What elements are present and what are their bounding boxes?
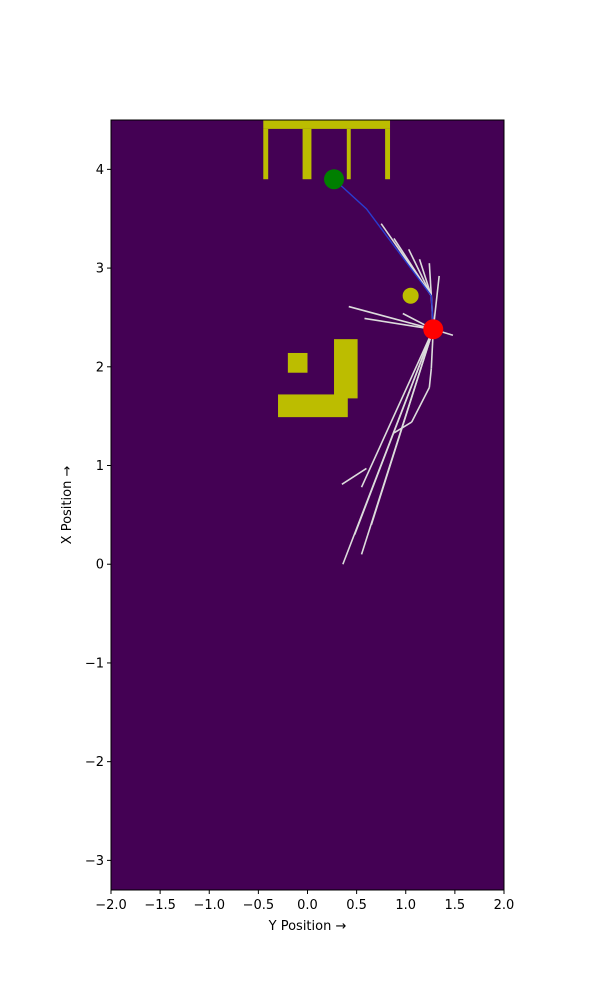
y-tick-label: 0 [96, 558, 104, 573]
start-marker [423, 319, 444, 340]
tree-edge [418, 258, 433, 296]
obstacle-block [334, 339, 358, 399]
x-tick-label: −1.0 [193, 898, 225, 913]
y-tick-label: 3 [96, 262, 104, 277]
tree-edge [364, 317, 434, 331]
tree-edge [348, 305, 434, 331]
y-tick-label: −3 [85, 854, 104, 869]
markers [324, 169, 444, 340]
y-tick-label: 4 [96, 163, 104, 178]
y-tick-label: 2 [96, 360, 104, 375]
x-tick-label: 1.0 [395, 898, 416, 913]
x-tick-label: −0.5 [243, 898, 275, 913]
obstacles [263, 120, 391, 418]
y-tick-label: 1 [96, 459, 104, 474]
tree-edge [341, 467, 367, 485]
planned-path [333, 178, 434, 330]
tree-edge [407, 248, 433, 297]
y-axis-ticks: −3 −2 −1 0 1 2 3 4 [85, 163, 111, 869]
obstacle-block [263, 128, 269, 180]
tree-edge [428, 263, 433, 296]
path-line [333, 178, 434, 330]
tree-edge [428, 368, 433, 388]
tree-edge [410, 387, 431, 423]
obstacle-block [287, 352, 308, 373]
x-tick-label: 2.0 [494, 898, 515, 913]
goal-marker [324, 169, 345, 190]
x-tick-label: −1.5 [144, 898, 176, 913]
x-tick-label: 0.5 [346, 898, 367, 913]
obstacle-block [385, 128, 391, 180]
obstacle-block [302, 128, 312, 180]
tree-edge [370, 329, 435, 525]
obstacle-block [346, 128, 351, 180]
x-axis-label: Y Position → [268, 919, 347, 934]
x-tick-label: −2.0 [95, 898, 127, 913]
tree-edges [341, 223, 454, 565]
y-axis-label: X Position → [60, 466, 75, 545]
obstacle-block [263, 120, 391, 129]
waypoint-marker [402, 287, 419, 304]
x-axis-ticks: −2.0 −1.5 −1.0 −0.5 0.0 0.5 1.0 1.5 2.0 [95, 890, 514, 913]
obstacle-block [278, 394, 348, 418]
x-tick-label: 0.0 [297, 898, 318, 913]
y-tick-label: −1 [85, 656, 104, 671]
tree-edge [342, 328, 435, 565]
x-tick-label: 1.5 [445, 898, 466, 913]
y-tick-label: −2 [85, 755, 104, 770]
plot-area-background [111, 120, 504, 890]
tree-edge [360, 328, 434, 488]
